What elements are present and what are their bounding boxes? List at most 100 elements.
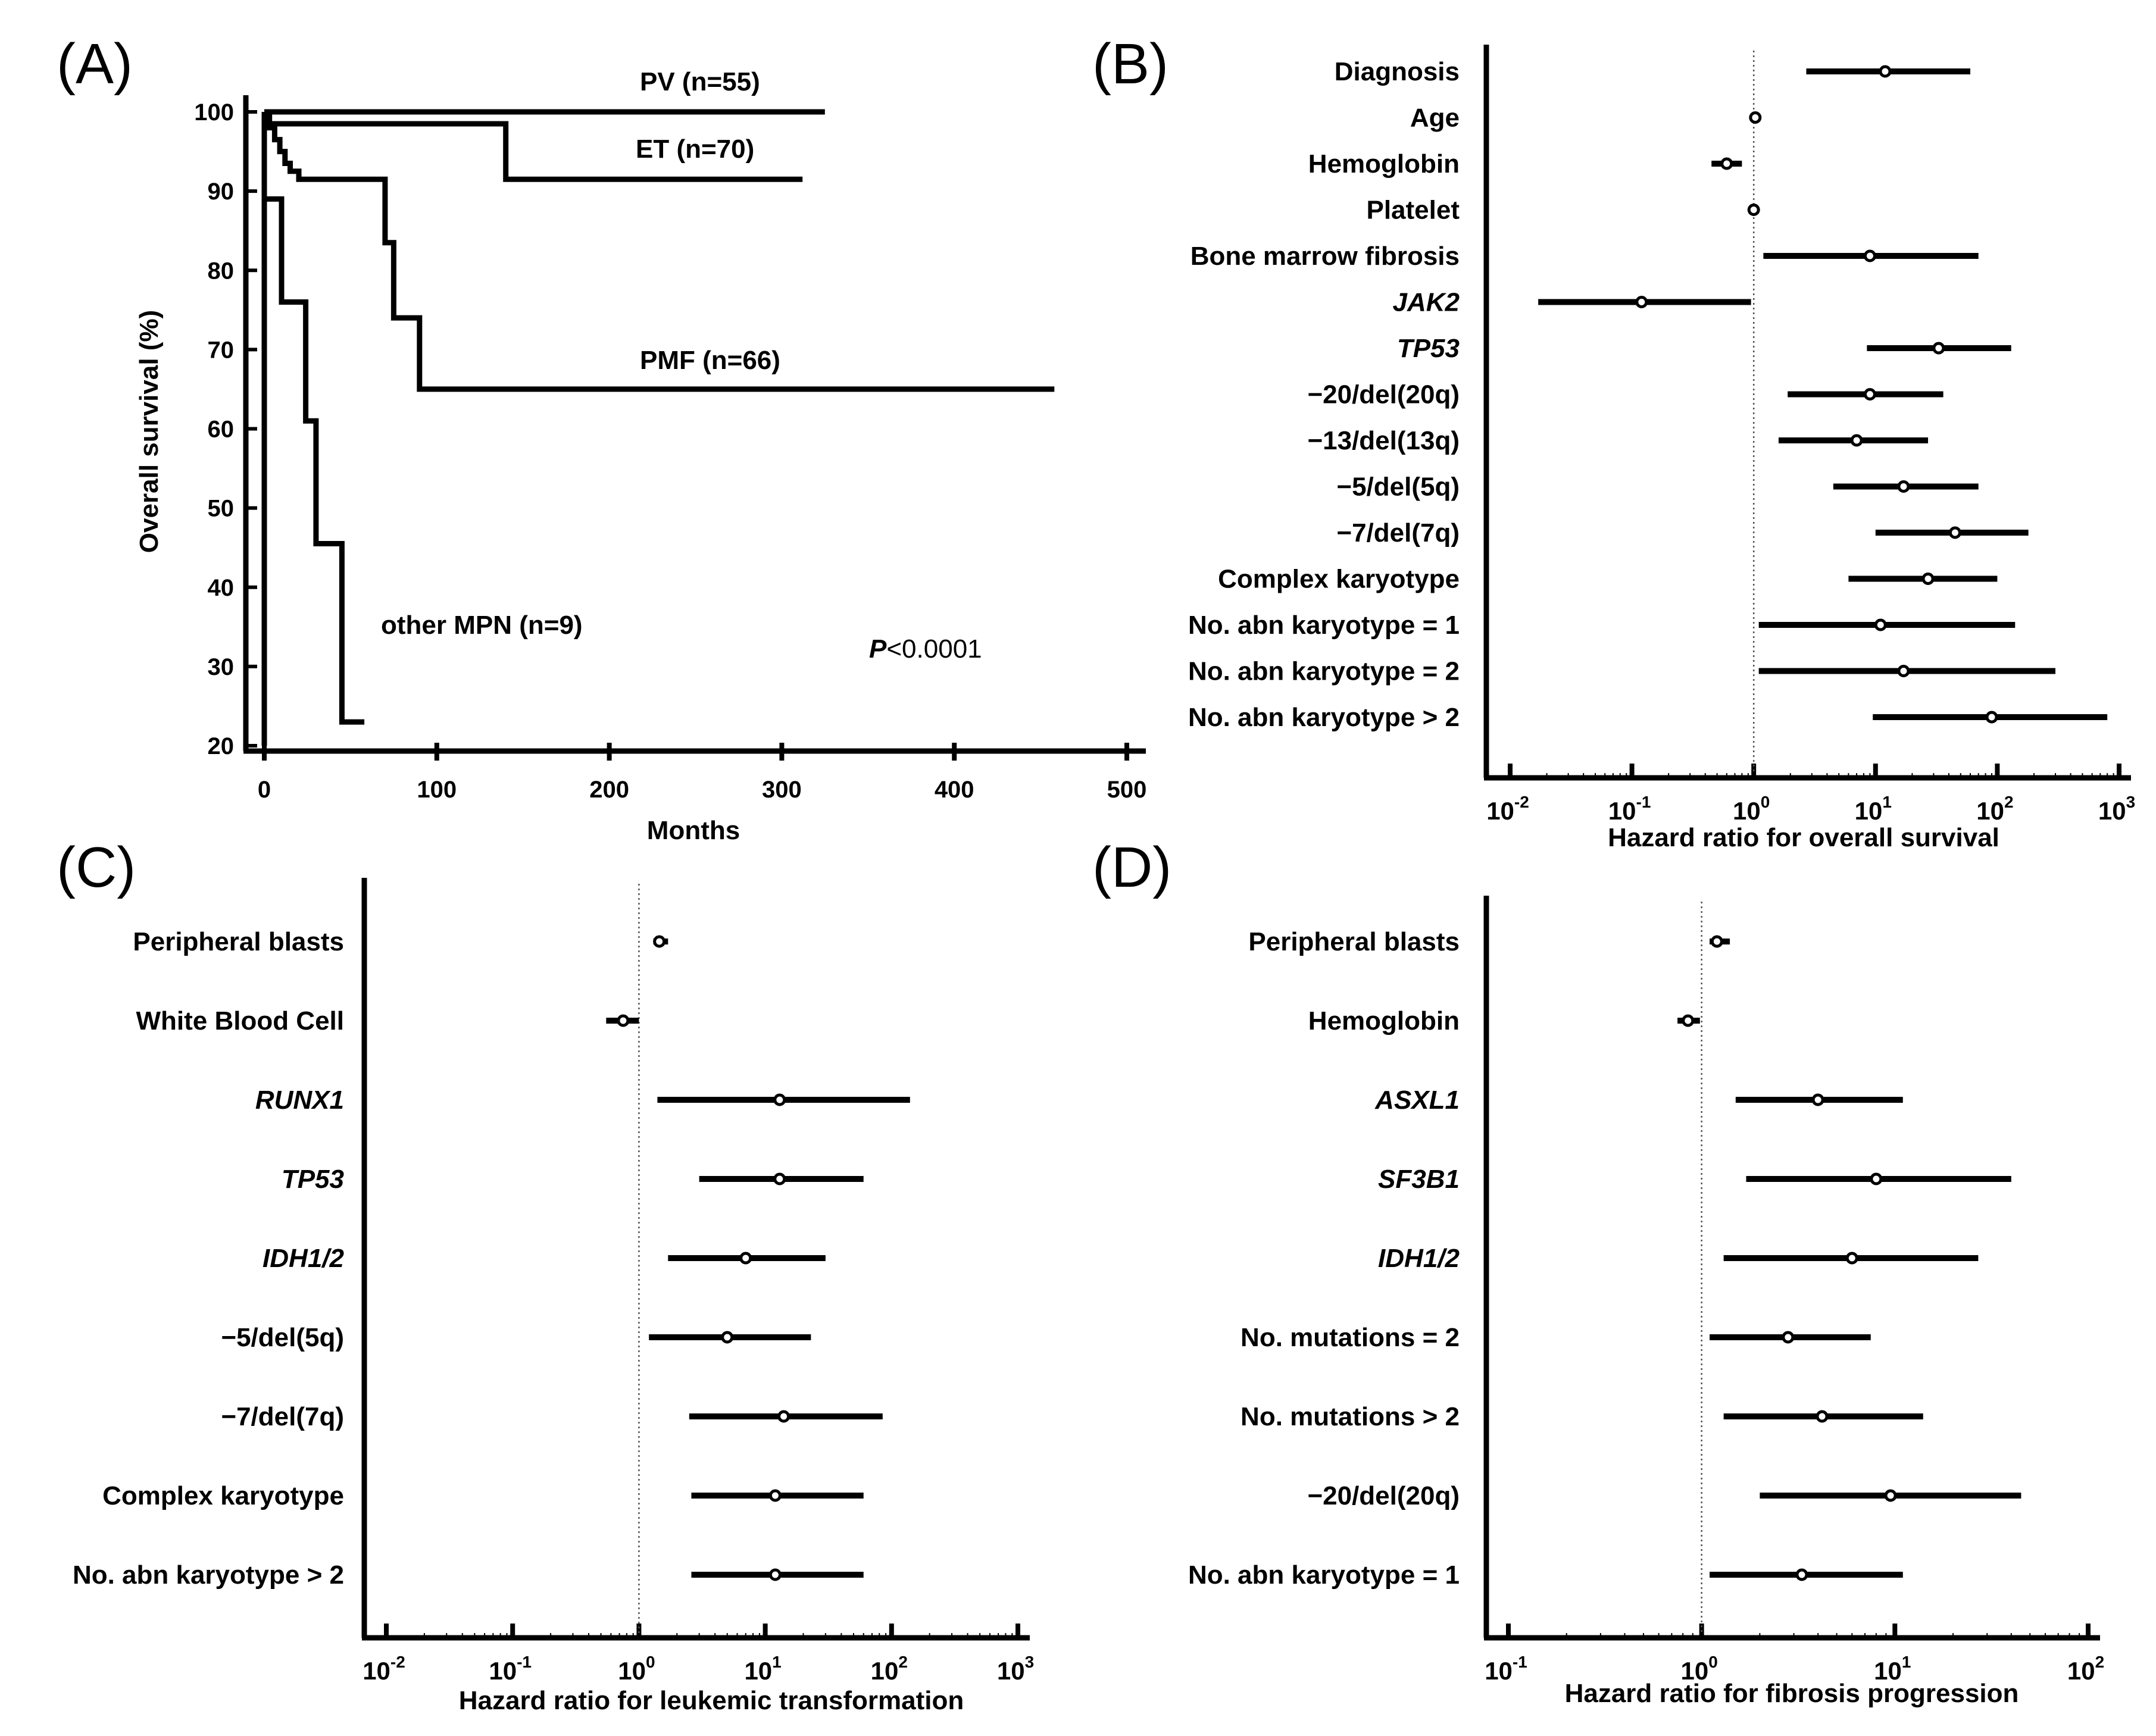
panel-label-a: (A) (57, 32, 133, 96)
y-tick-label: 80 (208, 258, 235, 284)
hr-point (653, 935, 666, 948)
hr-point (768, 1568, 782, 1581)
hr-point (1747, 204, 1760, 216)
hr-point (1932, 342, 1945, 355)
x-tick-label: 101 (1855, 793, 1892, 825)
x-tick-label: 100 (1681, 1653, 1718, 1685)
x-tick-label: 10-1 (1485, 1653, 1527, 1685)
hr-point (1897, 480, 1910, 493)
row-label: Peripheral blasts (1248, 927, 1460, 956)
row-label: Hemoglobin (1308, 1006, 1460, 1036)
hr-point (1879, 65, 1892, 78)
hr-point (773, 1172, 786, 1186)
hr-point (1845, 1252, 1858, 1265)
row-label: Peripheral blasts (133, 927, 344, 956)
x-tick-label: 101 (1874, 1653, 1911, 1685)
x-tick-label: 10-2 (363, 1653, 405, 1685)
y-tick-label: 50 (208, 496, 235, 522)
forest-panel-overall-survival: 10-2 10-1 100 101 102 103 Diagnosis Age Hemoglob… (1188, 45, 2135, 852)
row-label: No. mutations = 2 (1241, 1323, 1460, 1352)
row-label: −13/del(13q) (1307, 426, 1460, 455)
row-label: Complex karyotype (1218, 565, 1460, 594)
x-tick-label: 10-2 (1486, 793, 1529, 825)
y-tick-label: 60 (208, 417, 235, 443)
hr-point (768, 1489, 782, 1502)
km-curve-et (264, 121, 803, 182)
row-label: Age (1410, 104, 1460, 133)
row-label: ASXL1 (1374, 1086, 1460, 1115)
x-tick-label: 102 (1976, 793, 2013, 825)
hr-point (1749, 111, 1762, 124)
panel-label-b: (B) (1092, 32, 1168, 96)
row-label: Complex karyotype (102, 1481, 344, 1510)
km-label-other-mpn: other MPN (n=9) (381, 611, 583, 640)
x-tick-label: 100 (1733, 793, 1770, 825)
hr-point (1720, 157, 1733, 170)
hr-point (1948, 526, 1961, 539)
hr-point (1795, 1568, 1808, 1581)
row-label: Hemoglobin (1308, 149, 1460, 179)
y-tick-label: 70 (208, 337, 235, 363)
hr-point (1710, 935, 1723, 948)
hr-point (1985, 711, 1998, 724)
row-label: Platelet (1366, 196, 1460, 225)
hr-point (1921, 573, 1935, 585)
hr-point (1811, 1093, 1824, 1106)
hr-point (1863, 249, 1876, 262)
hr-point (1870, 1172, 1883, 1186)
x-tick-label: 100 (417, 777, 457, 803)
row-label: SF3B1 (1378, 1165, 1460, 1194)
row-label: No. abn karyotype = 1 (1188, 611, 1460, 640)
hr-point (1850, 434, 1863, 447)
hr-point (777, 1410, 790, 1423)
km-curve-other-mpn (261, 112, 365, 746)
row-label: No. abn karyotype > 2 (1188, 703, 1460, 732)
hr-point (1816, 1410, 1829, 1423)
forest-panel-leukemic-transformation: 10-2 10-1 100 101 102 103 Peripheral blasts Whi… (73, 878, 1034, 1715)
x-tick-label: 10-1 (489, 1653, 532, 1685)
y-tick-label: 100 (194, 99, 234, 126)
x-tick-label: 102 (871, 1653, 908, 1685)
hr-point (773, 1093, 786, 1106)
y-tick-label: 20 (208, 733, 235, 759)
x-tick-label: 103 (997, 1653, 1034, 1685)
row-label: −5/del(5q) (1336, 473, 1460, 502)
hr-point (1682, 1014, 1695, 1027)
km-label-pmf: PMF (n=66) (640, 346, 780, 375)
panel-label-c: (C) (57, 836, 136, 899)
row-label: No. mutations > 2 (1241, 1402, 1460, 1431)
km-panel: 0 100 200 300 400 500 20 30 40 50 60 70 80 90 100 Over… (135, 67, 1146, 845)
km-curve-pmf (264, 109, 1055, 392)
row-label: −20/del(20q) (1307, 1481, 1460, 1510)
hr-point (1897, 665, 1910, 677)
hr-point (1782, 1331, 1795, 1344)
hr-point (1884, 1489, 1897, 1502)
km-x-axis-title: Months (647, 816, 740, 845)
x-tick-label: 200 (589, 777, 629, 803)
x-tick-label: 103 (2098, 793, 2135, 825)
row-label: −7/del(7q) (1336, 518, 1460, 548)
panel-label-d: (D) (1092, 836, 1171, 899)
x-tick-label: 10-1 (1608, 793, 1651, 825)
x-tick-label: 500 (1107, 777, 1147, 803)
hr-point (1635, 296, 1648, 308)
x-tick-label: 102 (2067, 1653, 2104, 1685)
km-p-value: P<0.0001 (869, 634, 982, 664)
x-axis-title: Hazard ratio for overall survival (1608, 823, 1999, 852)
hr-point (721, 1331, 734, 1344)
y-tick-label: 40 (208, 575, 235, 601)
row-label: No. abn karyotype = 2 (1188, 657, 1460, 686)
hr-point (739, 1252, 752, 1265)
x-tick-label: 0 (258, 777, 271, 803)
row-label: JAK2 (1393, 288, 1460, 317)
x-tick-label: 400 (935, 777, 974, 803)
row-label: −7/del(7q) (221, 1402, 344, 1431)
km-label-et: ET (n=70) (636, 134, 754, 164)
x-axis-title: Hazard ratio for fibrosis progression (1565, 1679, 2019, 1708)
x-tick-label: 100 (618, 1653, 655, 1685)
km-label-pv: PV (n=55) (640, 67, 760, 96)
row-label: Bone marrow fibrosis (1191, 242, 1460, 271)
row-label: −5/del(5q) (221, 1323, 344, 1352)
forest-panel-fibrosis-progression: 10-1 100 101 102 Peripheral blasts Hemoglobin… (1188, 896, 2104, 1708)
y-tick-label: 90 (208, 179, 235, 205)
